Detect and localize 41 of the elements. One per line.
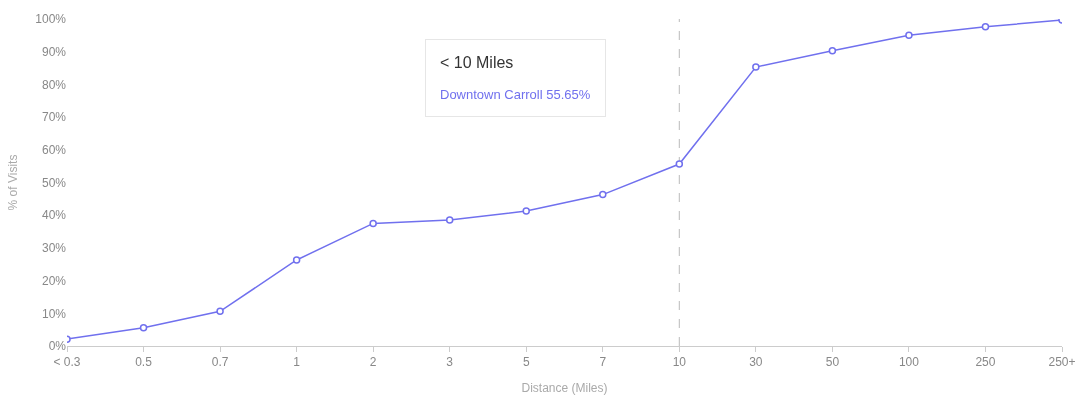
point: [139, 323, 148, 332]
y-tick-label: 90%: [41, 44, 67, 59]
x-tick-label: 50: [825, 355, 840, 370]
y-tick-label: 100%: [35, 12, 67, 27]
x-axis-title: Distance (Miles): [521, 381, 608, 396]
point: [292, 256, 301, 264]
y-tick-label: 70%: [41, 110, 67, 125]
point: [905, 31, 913, 40]
y-tick-label: 10%: [41, 306, 67, 321]
x-tick-label: 10: [672, 355, 687, 370]
y-tick-label: 30%: [41, 241, 67, 256]
x-tick-label: 0.5: [135, 355, 153, 370]
point: [522, 207, 530, 215]
x-tick-label: 7: [599, 355, 607, 370]
x-tick-label: 100: [898, 355, 920, 370]
point: [675, 160, 684, 168]
x-tick-label: 3: [446, 355, 454, 370]
x-tick-label: 250+: [1048, 355, 1076, 370]
annotation: Downtown Carroll 55.65%: [440, 87, 591, 103]
y-tick-label: 40%: [41, 208, 67, 223]
x-tick-label: 30: [749, 355, 763, 370]
x-tick-label: < 0.3: [53, 355, 81, 370]
x-tick-label: 0.7: [211, 355, 229, 370]
y-tick-label: 0%: [48, 339, 67, 354]
point: [599, 190, 607, 199]
point: [981, 23, 990, 31]
y-tick-label: 20%: [41, 273, 67, 288]
point: [216, 307, 224, 316]
y-tick-label: 60%: [41, 143, 67, 157]
point: [752, 63, 760, 71]
y-tick-label: 80%: [41, 77, 67, 92]
x-tick-label: 2: [369, 355, 377, 370]
y-tick-label: 50%: [41, 175, 67, 190]
x-tick-label: 5: [522, 355, 530, 370]
point: [828, 46, 837, 55]
x-tick-label: 1: [293, 355, 301, 370]
point: [369, 219, 377, 228]
x-tick-label: 250: [975, 355, 996, 370]
annotation: < 10 Miles: [440, 54, 514, 71]
point: [445, 216, 454, 224]
y-axis-title: % of Visits: [5, 154, 20, 211]
